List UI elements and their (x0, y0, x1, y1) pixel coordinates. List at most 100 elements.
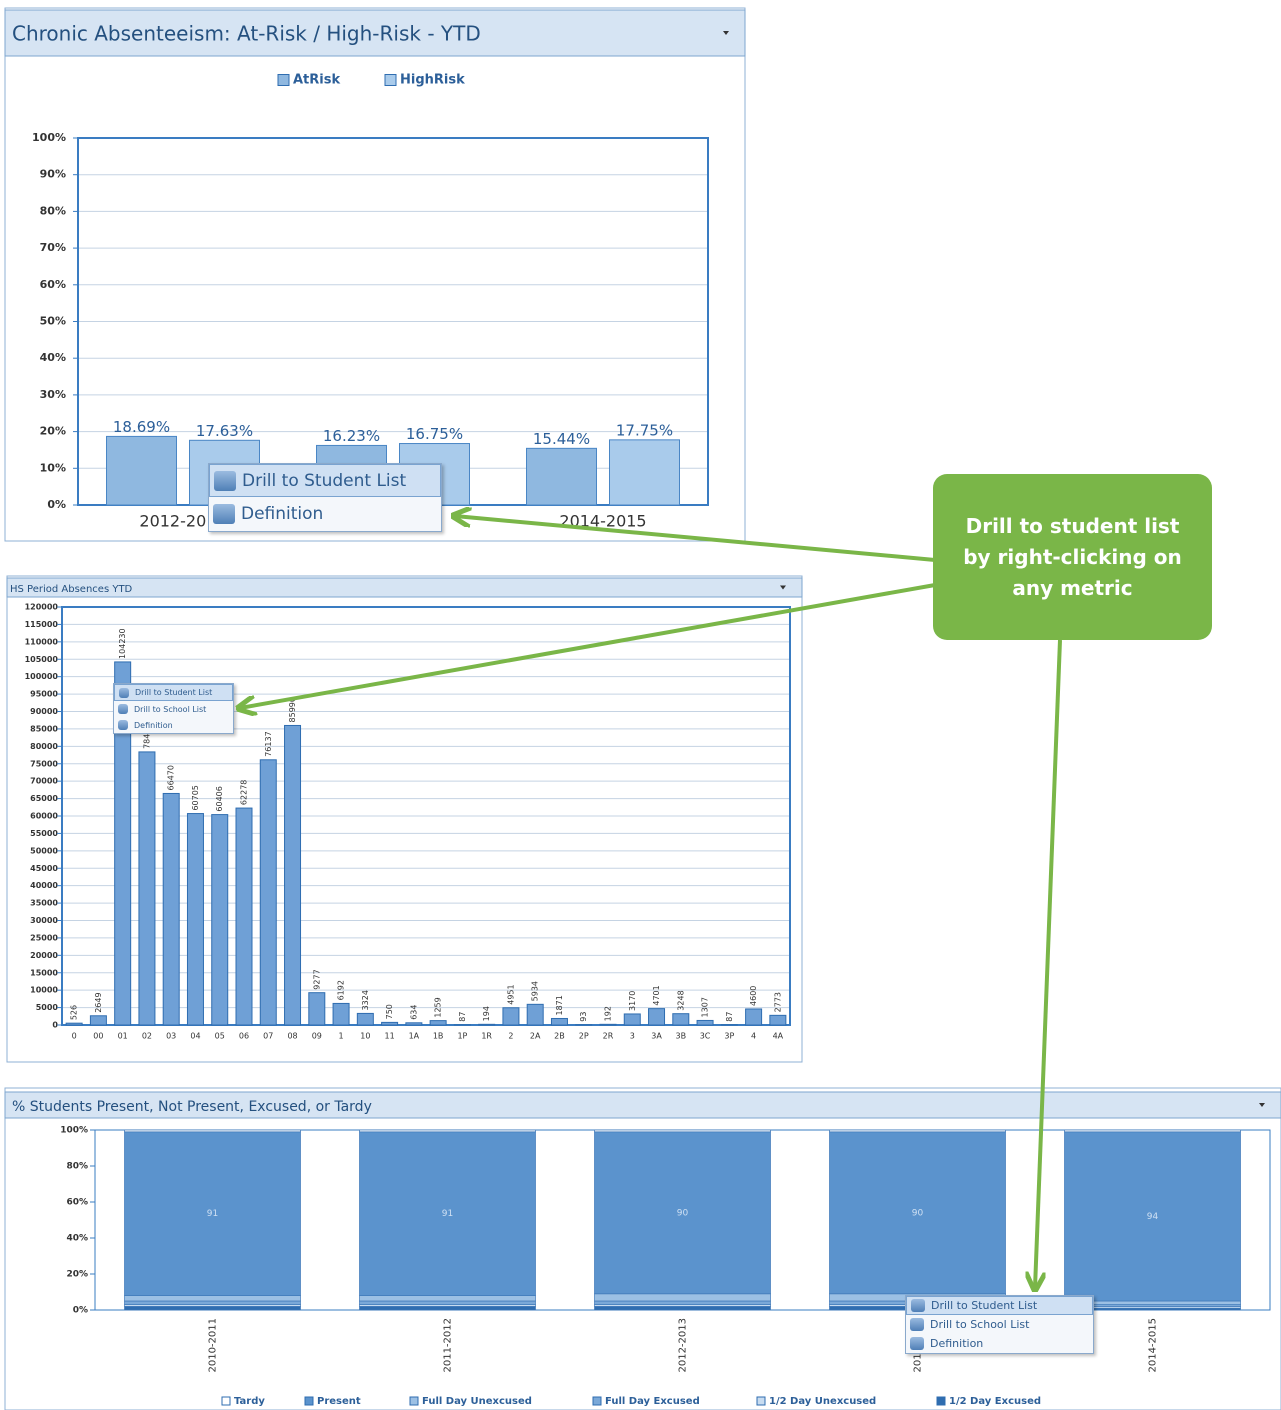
y-tick-label: 70000 (30, 777, 58, 786)
bar-segment (124, 1129, 301, 1133)
bar (138, 751, 156, 1026)
bar-segment (359, 1131, 536, 1296)
x-tick-label: 09 (312, 1032, 322, 1041)
x-tick-label: 3C (700, 1032, 711, 1041)
bar-segment (359, 1306, 536, 1311)
y-tick-label: 20% (40, 425, 66, 438)
x-tick-label: 01 (118, 1032, 128, 1041)
menu-item[interactable]: Drill to School List (114, 701, 233, 717)
y-tick-label: 0 (52, 1021, 58, 1030)
value-label: 60705 (191, 785, 200, 810)
y-tick-label: 35000 (30, 899, 58, 908)
x-tick-label: 05 (215, 1032, 225, 1041)
context-menu: Drill to Student List Drill to School Li… (113, 683, 234, 734)
y-tick-label: 10% (40, 461, 66, 474)
x-tick-label: 3P (724, 1032, 734, 1041)
x-tick-label: 11 (385, 1032, 395, 1041)
x-tick-label: 1R (481, 1032, 492, 1041)
x-tick-label: 4 (751, 1032, 756, 1041)
y-tick-label: 40000 (30, 881, 58, 890)
chart-title: HS Period Absences YTD (10, 584, 133, 595)
value-label: 87 (725, 1012, 734, 1022)
bar (478, 1023, 496, 1026)
y-tick-label: 50000 (30, 846, 58, 855)
y-tick-label: 80000 (30, 742, 58, 751)
value-label: 15.44% (533, 430, 590, 448)
value-label: 62278 (240, 780, 249, 805)
chart-title: Chronic Absenteeism: At-Risk / High-Risk… (12, 22, 481, 46)
x-tick-label: 2B (554, 1032, 565, 1041)
bar-segment (359, 1295, 536, 1302)
legend-label: Tardy (234, 1396, 265, 1407)
menu-item[interactable]: Drill to School List (906, 1315, 1093, 1334)
bar-segment (124, 1300, 301, 1305)
menu-item-label: Drill to Student List (135, 688, 213, 697)
panel-header (4, 9, 746, 57)
bar (609, 439, 680, 506)
value-label: 5934 (531, 981, 540, 1001)
menu-item[interactable]: Drill to Student List (209, 464, 441, 497)
y-tick-label: 120000 (25, 603, 59, 612)
menu-item[interactable]: Drill to Student List (114, 684, 233, 701)
y-tick-label: 50% (40, 315, 66, 328)
bar-segment (124, 1306, 301, 1311)
y-tick-label: 65000 (30, 794, 58, 803)
bar (550, 1017, 568, 1026)
y-tick-label: 0% (47, 498, 66, 511)
bar (356, 1012, 374, 1026)
value-label: 94 (1147, 1212, 1159, 1222)
y-tick-label: 55000 (30, 829, 58, 838)
dropdown-icon (723, 31, 729, 35)
y-tick-label: 5000 (36, 1003, 59, 1012)
bar-segment (359, 1129, 536, 1133)
bar (186, 813, 204, 1026)
menu-item[interactable]: Drill to Student List (906, 1296, 1093, 1315)
bar (162, 792, 180, 1026)
legend-swatch (756, 1396, 766, 1406)
menu-item[interactable]: Definition (114, 717, 233, 733)
value-label: 16.23% (323, 427, 380, 445)
menu-item-label: Definition (241, 504, 324, 524)
x-tick-label: 3 (630, 1032, 635, 1041)
bar (106, 435, 177, 506)
bar (381, 1021, 399, 1026)
x-tick-label: 1P (457, 1032, 467, 1041)
bar (211, 814, 229, 1026)
y-tick-label: 70% (40, 241, 66, 254)
value-label: 104230 (118, 628, 127, 659)
value-label: 1307 (701, 997, 710, 1017)
menu-item[interactable]: Definition (209, 497, 441, 531)
x-tick-label: 2012-2013 (139, 512, 226, 531)
bar (599, 1023, 617, 1026)
y-tick-label: 45000 (30, 864, 58, 873)
bar (65, 1022, 83, 1026)
value-label: 17.75% (616, 421, 673, 439)
legend-label: HighRisk (400, 73, 465, 88)
bar (284, 724, 302, 1026)
menu-item[interactable]: Definition (906, 1334, 1093, 1353)
bar (332, 1002, 350, 1026)
menu-item-label: Definition (134, 720, 173, 730)
x-tick-label: 4A (773, 1032, 784, 1041)
context-menu: Drill to Student List Definition (208, 463, 442, 532)
bar (623, 1013, 641, 1026)
value-label: 76137 (264, 731, 273, 756)
bar (526, 447, 597, 506)
value-label: 3324 (361, 990, 370, 1010)
bar-segment (594, 1129, 771, 1133)
y-tick-label: 75000 (30, 759, 58, 768)
x-tick-label: 2R (603, 1032, 614, 1041)
y-tick-label: 115000 (25, 620, 59, 629)
y-tick-label: 100000 (25, 672, 59, 681)
value-label: 87 (458, 1012, 467, 1022)
menu-item-label: Definition (930, 1337, 984, 1350)
x-tick-label: 2 (508, 1032, 513, 1041)
x-tick-label: 1 (339, 1032, 344, 1041)
bar (114, 661, 132, 1026)
dropdown-icon (1259, 1103, 1265, 1107)
x-tick-label: 2014-2015 (559, 512, 646, 531)
y-tick-label: 80% (40, 204, 66, 217)
y-tick-label: 100% (60, 1126, 88, 1136)
